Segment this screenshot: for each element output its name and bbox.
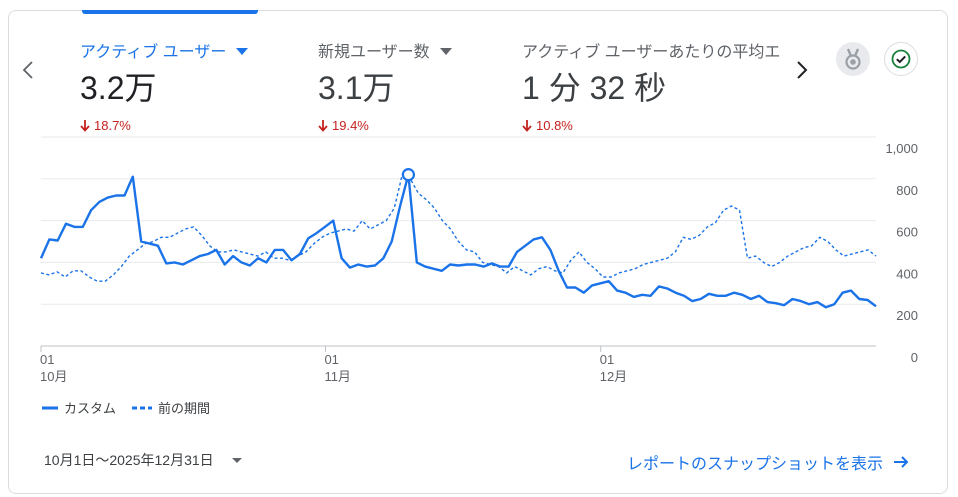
date-range-text: 10月1日～2025年12月31日 bbox=[44, 452, 214, 468]
metric-change: 10.8% bbox=[522, 118, 784, 133]
x-tick-day: 01 bbox=[324, 352, 338, 367]
check-circle-icon[interactable] bbox=[884, 42, 918, 76]
x-tick-day: 01 bbox=[600, 352, 614, 367]
active-tab-indicator bbox=[82, 10, 258, 14]
metric-change-text: 10.8% bbox=[536, 118, 573, 133]
series-line-previous bbox=[40, 173, 877, 282]
metric-new-users[interactable]: 新規ユーザー数 3.1万 19.4% bbox=[318, 38, 452, 133]
arrow-down-icon bbox=[318, 119, 328, 132]
chart-legend: カスタム 前の期間 bbox=[42, 398, 210, 417]
metric-label-text: 新規ユーザー数 bbox=[318, 44, 430, 61]
metric-change-text: 18.7% bbox=[94, 118, 131, 133]
metric-engagement-time[interactable]: アクティブ ユーザーあたりの平均エ 1 分 32 秒 10.8% bbox=[522, 38, 784, 133]
metric-change-text: 19.4% bbox=[332, 118, 369, 133]
x-tick-day: 01 bbox=[40, 352, 54, 367]
y-tick-label: 400 bbox=[896, 266, 918, 281]
metric-change: 18.7% bbox=[80, 118, 248, 133]
date-range-selector[interactable]: 10月1日～2025年12月31日 bbox=[44, 450, 242, 470]
metric-label-text: アクティブ ユーザーあたりの平均エ bbox=[522, 44, 781, 61]
y-tick-label: 600 bbox=[896, 225, 918, 240]
legend-label: カスタム bbox=[64, 401, 117, 416]
metric-value: 3.1万 bbox=[318, 70, 395, 106]
series-line-current bbox=[39, 173, 877, 309]
y-tick-label: 200 bbox=[896, 308, 918, 323]
metric-change: 19.4% bbox=[318, 118, 452, 133]
x-tick-month: 11月 bbox=[324, 369, 351, 384]
dropdown-caret-icon bbox=[439, 47, 452, 55]
legend-item-previous: 前の期間 bbox=[132, 398, 210, 417]
legend-item-current: カスタム bbox=[42, 398, 116, 417]
legend-label: 前の期間 bbox=[158, 401, 211, 416]
y-tick-label: 800 bbox=[896, 183, 918, 198]
x-tick-month: 10月 bbox=[40, 369, 67, 384]
y-tick-label: 1,000 bbox=[885, 141, 918, 156]
x-tick-month: 12月 bbox=[600, 369, 627, 384]
metric-label[interactable]: 新規ユーザー数 bbox=[318, 38, 452, 62]
y-tick-label: 0 bbox=[911, 350, 918, 365]
arrow-down-icon bbox=[522, 119, 532, 132]
metric-label-text: アクティブ ユーザー bbox=[80, 44, 227, 61]
chevron-left-icon[interactable] bbox=[16, 58, 40, 82]
dropdown-caret-icon bbox=[236, 47, 249, 55]
medal-icon[interactable] bbox=[836, 42, 870, 76]
view-report-label: レポートのスナップショットを表示 bbox=[627, 456, 884, 473]
legend-solid-line-icon bbox=[42, 406, 58, 409]
metric-label[interactable]: アクティブ ユーザー bbox=[80, 38, 249, 62]
metric-label[interactable]: アクティブ ユーザーあたりの平均エ bbox=[522, 38, 784, 62]
metric-value: 1 分 32 秒 bbox=[522, 70, 667, 106]
arrow-down-icon bbox=[80, 119, 90, 132]
metric-active-users[interactable]: アクティブ ユーザー 3.2万 18.7% bbox=[80, 38, 249, 133]
overview-card bbox=[8, 10, 948, 494]
dropdown-caret-icon bbox=[231, 457, 242, 463]
chevron-right-icon[interactable] bbox=[790, 58, 814, 82]
legend-dashed-line-icon bbox=[132, 406, 153, 409]
metric-value: 3.2万 bbox=[80, 70, 157, 106]
arrow-forward-icon bbox=[894, 456, 909, 468]
highlight-point bbox=[401, 168, 415, 182]
view-report-link[interactable]: レポートのスナップショットを表示 bbox=[627, 450, 909, 474]
